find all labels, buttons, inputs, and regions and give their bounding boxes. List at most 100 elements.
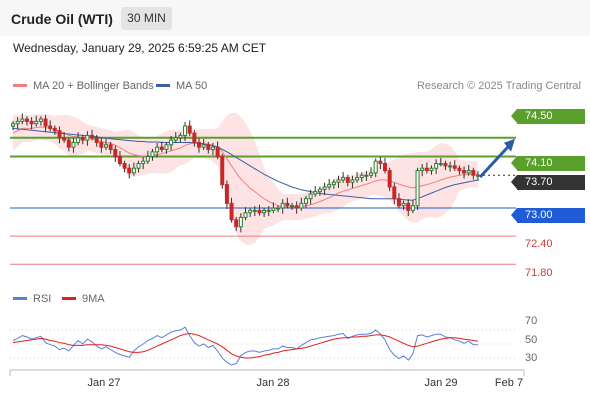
candle-body [280, 202, 285, 209]
candle-body [248, 209, 253, 214]
candle-body [220, 156, 225, 186]
candle-body [457, 167, 462, 172]
candle-body [224, 184, 229, 204]
chart-datetime: Wednesday, January 29, 2025 6:59:25 AM C… [13, 41, 267, 55]
candle-body [322, 186, 327, 190]
candle-body [299, 202, 304, 209]
header-bar: Crude Oil (WTI) 30 MIN [0, 0, 590, 36]
candle-body [396, 198, 401, 207]
candle-body [410, 205, 415, 211]
candle-body [20, 118, 25, 122]
bollinger-band [13, 112, 478, 245]
support-1-tag: 73.00 [511, 208, 585, 223]
candle-body [136, 163, 141, 169]
candle-body [290, 205, 294, 208]
candle-body [327, 184, 332, 188]
rsi-tick-50: 50 [525, 334, 538, 346]
timeframe-button[interactable]: 30 MIN [121, 7, 172, 30]
candle-body [43, 118, 48, 127]
candle-body [401, 202, 406, 207]
legend-rsi-label: RSI [33, 293, 52, 305]
candle-body [364, 174, 369, 177]
candle-body [197, 141, 201, 148]
candle-body [127, 167, 132, 174]
candle-body [183, 125, 188, 136]
candle-body [369, 172, 374, 176]
candle-body [178, 134, 183, 139]
resistance-2-tag: 74.50 [511, 109, 585, 124]
candle-body [159, 146, 164, 150]
legend-rsi-ma: 9MA [62, 293, 105, 305]
candle-body [94, 137, 99, 143]
candle-body [113, 148, 118, 158]
ma50-swatch [156, 83, 170, 87]
candle-body [341, 177, 346, 181]
rsi-tick-70: 70 [525, 315, 538, 327]
candle-body [406, 202, 411, 211]
candle-body [438, 163, 443, 166]
candle-body [294, 205, 299, 209]
candle-body [34, 120, 39, 125]
candle-body [15, 120, 20, 125]
candle-body [234, 219, 239, 228]
candle-body [276, 207, 281, 210]
time-label-feb7: Feb 7 [494, 377, 524, 389]
candle-body [169, 139, 174, 146]
candle-body [378, 160, 383, 165]
candle-body [285, 202, 290, 207]
candle-body [71, 141, 76, 148]
rsi-ma-swatch [62, 296, 76, 300]
candle-body [387, 170, 392, 188]
candle-body [155, 146, 160, 153]
candle-body [66, 139, 71, 148]
legend-ma20: MA 20 + Bollinger Bands [13, 80, 154, 92]
candle-body [466, 170, 471, 174]
rsi-swatch [13, 296, 27, 300]
candle-body [383, 163, 387, 172]
candle-body [173, 137, 178, 141]
candle-body [164, 144, 169, 150]
ma20-swatch [13, 83, 27, 87]
rsi-line [12, 326, 478, 366]
legend-ma50: MA 50 [156, 80, 207, 92]
candle-body [150, 151, 155, 158]
candle-body [62, 137, 67, 141]
candle-body [201, 144, 206, 148]
candle-body [131, 167, 136, 174]
candle-body [85, 134, 90, 141]
ma20-line [12, 126, 478, 208]
resistance-1-label: 74.10 [525, 157, 553, 169]
candle-body [443, 163, 448, 167]
forecast-arrow-head [504, 138, 515, 152]
current-price-tag: 73.70 [511, 175, 585, 190]
candle-body [452, 165, 457, 169]
legend-rsi-ma-label: 9MA [82, 293, 105, 305]
candle-body [122, 163, 127, 169]
candle-body [331, 181, 336, 186]
candle-body [141, 160, 146, 165]
candle-body [262, 209, 267, 214]
research-credit: Research © 2025 Trading Central [416, 80, 581, 92]
candle-body [359, 174, 364, 179]
candle-body [52, 127, 57, 132]
candle-body [108, 144, 113, 150]
forecast-arrow-shaft [478, 144, 511, 179]
candle-body [192, 132, 197, 143]
candle-body [271, 207, 276, 211]
candle-body [210, 146, 215, 150]
candle-body [336, 179, 341, 183]
support-2-label: 72.40 [525, 238, 553, 250]
candle-body [117, 156, 122, 165]
candle-body [76, 137, 81, 143]
candle-body [266, 209, 271, 212]
candle-body [257, 209, 262, 214]
legend-ma20-label: MA 20 + Bollinger Bands [33, 80, 154, 92]
legend-rsi: RSI [13, 293, 51, 305]
time-label-jan27: Jan 27 [87, 377, 121, 389]
candle-body [462, 170, 467, 174]
instrument-title: Crude Oil (WTI) [11, 11, 113, 27]
candle-body [420, 167, 425, 172]
candle-body [252, 209, 257, 212]
candle-body [471, 170, 476, 176]
candle-body [145, 156, 150, 162]
